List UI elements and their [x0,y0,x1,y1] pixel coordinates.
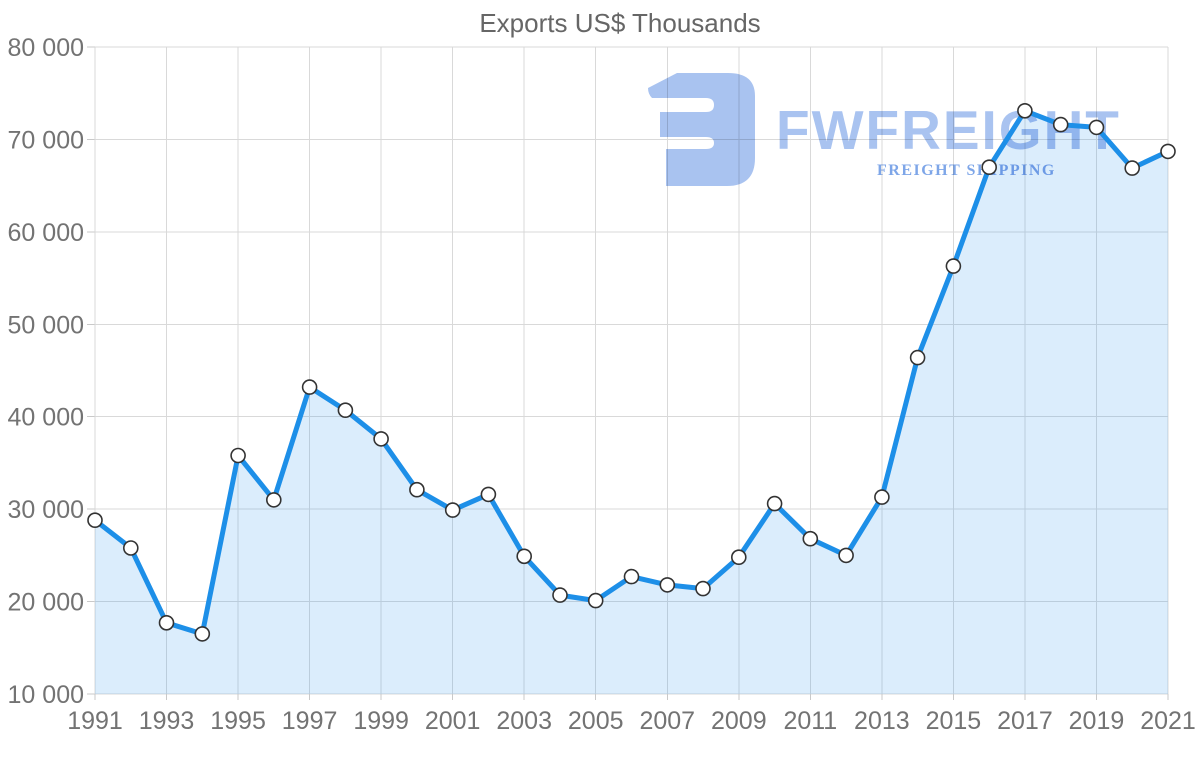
data-point-marker-2019[interactable] [1088,119,1105,136]
y-axis-tick-label: 40 000 [8,404,84,432]
watermark-tagline-text: FREIGHT SHIPPING [877,162,1056,179]
x-axis-tick-label: 2003 [496,707,552,735]
data-point-marker-2008[interactable] [695,580,711,597]
data-point-marker-2016[interactable] [981,159,998,175]
x-axis-tick-label: 2011 [783,707,837,735]
x-axis-tick-label: 2007 [639,707,695,735]
data-point-marker-2020[interactable] [1124,160,1140,176]
data-point-marker-1996[interactable] [265,492,282,508]
y-axis-tick-label: 70 000 [8,126,84,154]
y-axis-tick-label: 10 000 [8,681,84,709]
data-point-marker-2018[interactable] [1052,116,1069,133]
data-point-marker-1991[interactable] [87,512,103,529]
y-axis-tick-label: 30 000 [8,496,84,524]
series-area-fill [95,110,1168,695]
data-point-marker-2001[interactable] [444,502,461,518]
y-axis-tick-label: 80 000 [8,34,84,62]
x-axis-tick-label: 1999 [353,707,409,735]
data-point-marker-2012[interactable] [838,547,854,564]
data-point-marker-1994[interactable] [194,626,211,642]
data-point-marker-2005[interactable] [587,592,604,609]
data-point-marker-2002[interactable] [480,486,497,503]
data-point-marker-2014[interactable] [909,349,926,366]
data-point-marker-2006[interactable] [623,568,640,585]
data-point-marker-2017[interactable] [1017,103,1033,119]
data-point-marker-2021[interactable] [1160,143,1176,160]
data-point-marker-1993[interactable] [158,614,175,631]
x-axis-tick-label: 2015 [926,707,982,735]
y-axis-tick-label: 50 000 [8,311,84,339]
data-point-marker-2007[interactable] [659,577,676,593]
watermark: FWFREIGHT FREIGHT SHIPPING [648,73,1121,186]
data-point-marker-1998[interactable] [337,402,354,419]
x-axis-tick-label: 2019 [1069,707,1125,735]
x-axis-tick-label: 1997 [282,707,338,735]
data-point-marker-2003[interactable] [516,548,533,565]
data-point-marker-2009[interactable] [730,549,747,566]
data-point-marker-2004[interactable] [552,587,568,603]
chart-title: Exports US$ Thousands [479,8,761,38]
data-point-marker-2015[interactable] [945,258,962,274]
x-axis-tick-label: 2009 [711,707,767,735]
grid-and-area-layer: 10 000 20 000 30 000 40 000 50 000 60 000 70 0… [8,34,1196,735]
x-axis-tick-label: 1995 [210,707,266,735]
x-axis-tick-label: 2005 [568,707,624,735]
x-axis-tick-label: 1991 [67,707,123,735]
x-axis-tick-label: 2021 [1140,707,1196,735]
data-point-marker-2000[interactable] [409,481,425,498]
y-axis-tick-label: 60 000 [8,219,84,247]
data-point-marker-1992[interactable] [123,540,139,556]
x-axis-tick-label: 1993 [139,707,195,735]
x-axis-tick-label: 2013 [854,707,910,735]
data-point-marker-1999[interactable] [373,431,389,447]
y-axis-tick-label: 20 000 [8,589,84,617]
x-axis-tick-label: 2001 [425,707,481,735]
data-point-marker-1997[interactable] [301,379,318,395]
series-layer [87,103,1176,642]
data-point-marker-1995[interactable] [230,447,246,464]
fwfreight-logo-icon [648,73,755,186]
data-point-marker-2011[interactable] [802,530,819,547]
data-point-marker-2010[interactable] [766,495,783,512]
data-point-marker-2013[interactable] [874,489,890,505]
watermark-brand-text: FWFREIGHT [776,99,1121,161]
x-axis-tick-label: 2017 [997,707,1053,735]
